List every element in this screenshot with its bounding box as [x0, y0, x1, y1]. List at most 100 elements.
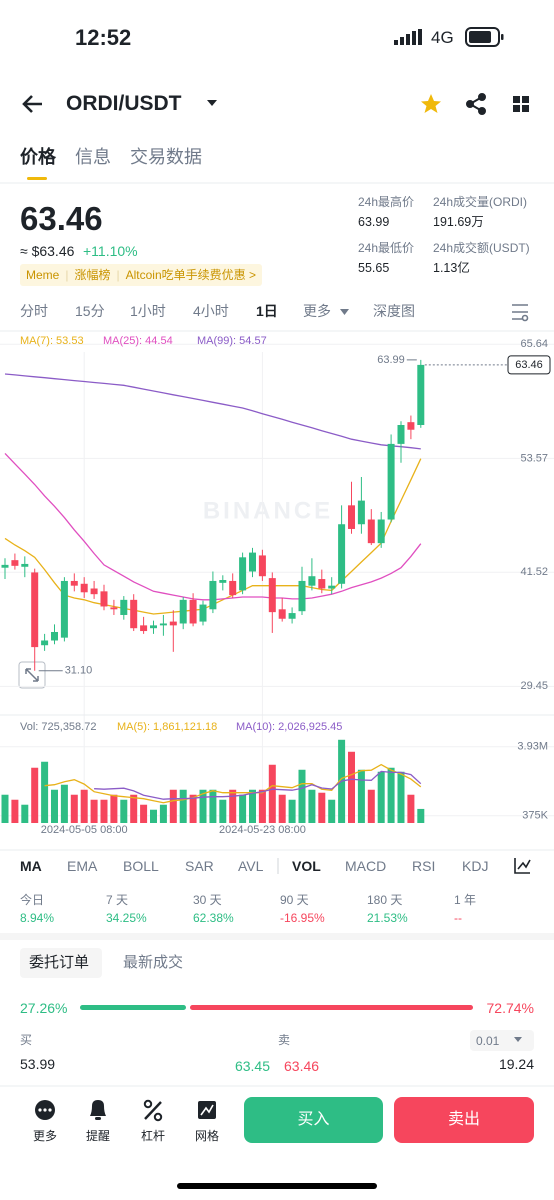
- price-change: +11.10%: [83, 243, 138, 259]
- interval[interactable]: 4小时: [193, 303, 229, 319]
- share-icon[interactable]: [466, 93, 486, 115]
- candle-body: [21, 563, 29, 567]
- perf-label: 30 天: [193, 893, 222, 907]
- watermark: BINANCE: [203, 497, 333, 524]
- tag[interactable]: Meme: [26, 268, 60, 282]
- ask-qty: 19.24: [498, 1056, 534, 1072]
- y-tick-label: 29.45: [520, 680, 548, 692]
- pair-caret[interactable]: [207, 100, 217, 106]
- volume-bar: [357, 769, 365, 823]
- candle-body: [11, 560, 19, 566]
- chart-settings-icon[interactable]: [512, 304, 529, 322]
- candle-body: [258, 555, 266, 577]
- more-caret[interactable]: [340, 309, 349, 315]
- buy-button[interactable]: [244, 1097, 383, 1143]
- sell-label: 卖: [278, 1033, 291, 1047]
- volume-bar: [100, 799, 108, 823]
- stat-label: 24h最高价: [358, 195, 415, 209]
- interval-active[interactable]: 1日: [256, 303, 278, 319]
- sell-button[interactable]: [394, 1097, 534, 1143]
- precision-caret[interactable]: [514, 1037, 522, 1042]
- interval[interactable]: 1小时: [130, 303, 166, 319]
- last-price-box: [507, 355, 551, 375]
- toolbar-label[interactable]: 杠杆: [140, 1129, 165, 1143]
- last-price: 63.46: [20, 200, 103, 237]
- volume-bar: [209, 789, 217, 823]
- orderbook-tab[interactable]: 委托订单: [29, 954, 90, 971]
- tag[interactable]: Altcoin吃单手续费优惠 >: [125, 268, 256, 282]
- buy-ratio-bar: [80, 1005, 187, 1010]
- candle-body: [328, 585, 336, 589]
- precision[interactable]: 0.01: [476, 1034, 500, 1048]
- tab[interactable]: 价格: [20, 147, 56, 167]
- toolbar-icons[interactable]: [35, 1099, 216, 1122]
- volume-bar: [31, 767, 39, 823]
- buy-ratio: 27.26%: [20, 1000, 68, 1016]
- candle-body: [308, 576, 316, 586]
- stat-label: 24h成交量(ORDI): [433, 195, 528, 209]
- indicator[interactable]: AVL: [238, 858, 264, 874]
- candle-body: [209, 580, 217, 610]
- back-icon[interactable]: [22, 95, 42, 113]
- candle-body: [31, 572, 39, 648]
- volume-bar: [387, 767, 395, 823]
- interval[interactable]: 深度图: [373, 303, 415, 319]
- candle-body: [318, 579, 326, 589]
- legend-entry: MA(7): 53.53: [20, 335, 84, 347]
- volume-bar: [318, 792, 326, 823]
- candle-body: [199, 604, 207, 622]
- toolbar-label[interactable]: 更多: [32, 1129, 57, 1143]
- indicator[interactable]: BOLL: [123, 858, 159, 874]
- candle-body: [288, 613, 296, 619]
- toolbar-label[interactable]: 提醒: [85, 1129, 110, 1143]
- volume-bar: [159, 804, 167, 823]
- indicator[interactable]: MACD: [345, 858, 387, 874]
- candle-body: [1, 564, 9, 568]
- candle-body: [150, 625, 157, 629]
- volume-bar: [130, 794, 138, 823]
- candle-body: [140, 625, 148, 632]
- grid-icon[interactable]: [513, 96, 529, 112]
- orderbook-tab[interactable]: 最新成交: [123, 954, 184, 971]
- sell-button-label[interactable]: 卖出: [447, 1111, 480, 1128]
- indicator[interactable]: KDJ: [462, 858, 489, 874]
- candle-body: [397, 425, 405, 444]
- pair-title[interactable]: ORDI/USDT: [66, 92, 182, 115]
- candle-body: [120, 599, 128, 615]
- indicator[interactable]: EMA: [67, 858, 98, 874]
- volume-bar: [229, 789, 237, 823]
- tab[interactable]: 交易数据: [130, 147, 202, 167]
- toolbar-label[interactable]: 网格: [194, 1129, 219, 1143]
- indicator-settings-icon[interactable]: [514, 858, 531, 874]
- precision-box[interactable]: [470, 1030, 534, 1051]
- tab[interactable]: 信息: [75, 147, 111, 167]
- perf-value: 21.53%: [367, 911, 408, 925]
- candle-body: [179, 599, 187, 624]
- perf-label: 7 天: [106, 893, 129, 907]
- candle-body: [159, 623, 167, 626]
- volume-bar: [189, 794, 197, 823]
- sell-ratio-bar: [190, 1005, 473, 1010]
- favorite-icon[interactable]: [421, 94, 441, 113]
- candle-body: [110, 607, 118, 610]
- candle-body: [357, 500, 365, 525]
- y-tick-label: 41.52: [520, 566, 548, 578]
- perf-value: 34.25%: [106, 911, 147, 925]
- clock: 12:52: [75, 25, 132, 50]
- indicator-active[interactable]: VOL: [292, 858, 321, 874]
- interval[interactable]: 15分: [75, 303, 105, 319]
- indicator-active[interactable]: MA: [20, 858, 42, 874]
- indicator[interactable]: SAR: [185, 858, 214, 874]
- tag[interactable]: 涨幅榜: [74, 268, 111, 282]
- volume-bar: [348, 751, 355, 823]
- volume-bar: [140, 804, 148, 823]
- interval[interactable]: 分时: [20, 303, 48, 319]
- buy-button-label[interactable]: 买入: [297, 1111, 330, 1128]
- indicator[interactable]: RSI: [412, 858, 436, 874]
- y-tick-label: 53.57: [520, 452, 548, 464]
- expand-icon[interactable]: [18, 661, 46, 689]
- x-tick-label: 2024-05-23 08:00: [219, 824, 306, 836]
- interval[interactable]: 更多: [303, 303, 331, 319]
- candle-body: [298, 580, 306, 612]
